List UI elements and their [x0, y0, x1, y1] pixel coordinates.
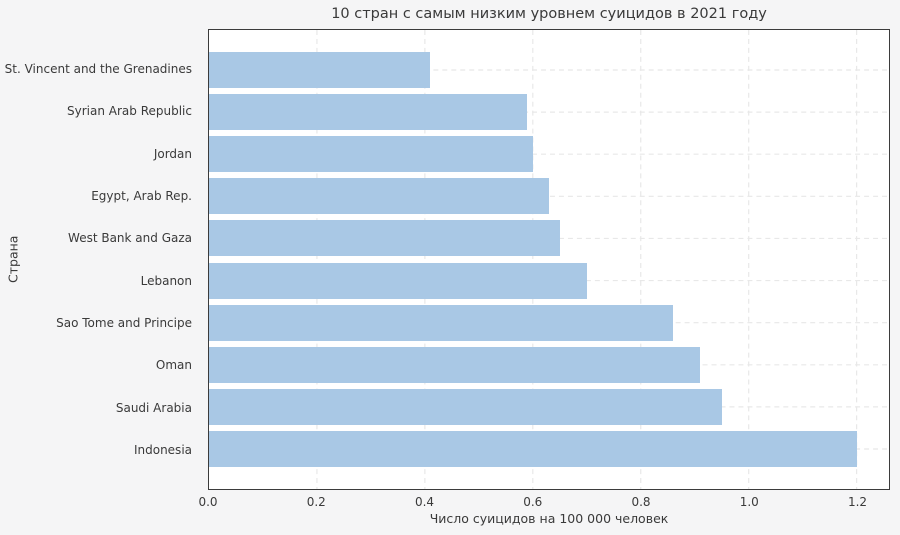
- bar-series: [209, 30, 889, 489]
- bar: [209, 94, 528, 131]
- bar: [209, 262, 587, 299]
- x-tick-label: 1.0: [739, 495, 759, 509]
- bar-row: [209, 386, 889, 428]
- bar-row: [209, 91, 889, 133]
- bar-row: [209, 302, 889, 344]
- bar: [209, 388, 722, 425]
- y-tick-label: Indonesia: [133, 442, 192, 457]
- x-tick-label: 0.4: [414, 495, 435, 509]
- bar: [209, 136, 533, 173]
- bar: [209, 346, 701, 383]
- bar: [209, 52, 431, 89]
- x-tick-label: 0.2: [306, 495, 326, 509]
- bar-row: [209, 259, 889, 301]
- bar-row: [209, 133, 889, 175]
- x-tick-label: 0.6: [523, 495, 543, 509]
- bar-row: [209, 344, 889, 386]
- x-tick-labels: 0.0 0.2 0.4 0.6 0.8 1.0 1.2: [198, 491, 890, 509]
- x-tick-label: 1.2: [847, 495, 868, 509]
- y-tick-label: Saudi Arabia: [115, 400, 192, 415]
- y-tick-label: Lebanon: [140, 273, 192, 288]
- x-axis-label: Число суицидов на 100 000 человек: [429, 511, 669, 526]
- plot-area: [208, 29, 890, 490]
- y-tick-label: Syrian Arab Republic: [67, 104, 192, 119]
- bar: [209, 430, 857, 467]
- x-tick-label: 0.8: [631, 495, 651, 509]
- x-tick-label: 0.0: [198, 495, 218, 509]
- chart-title: 10 стран с самым низким уровнем суицидов…: [331, 6, 767, 22]
- y-tick-label: Oman: [155, 358, 192, 373]
- bar: [209, 178, 549, 215]
- y-tick-label: West Bank and Gaza: [68, 231, 192, 246]
- bar-row: [209, 428, 889, 470]
- y-tick-labels: St. Vincent and the Grenadines Syrian Ara…: [0, 29, 200, 490]
- y-tick-label: Jordan: [153, 146, 192, 161]
- y-tick-label: Egypt, Arab Rep.: [91, 189, 192, 204]
- bar-row: [209, 49, 889, 91]
- bar-row: [209, 217, 889, 259]
- y-tick-label: Sao Tome and Principe: [56, 315, 192, 330]
- bar-row: [209, 175, 889, 217]
- bar: [209, 304, 674, 341]
- y-tick-label: St. Vincent and the Grenadines: [4, 62, 192, 77]
- bar: [209, 220, 560, 257]
